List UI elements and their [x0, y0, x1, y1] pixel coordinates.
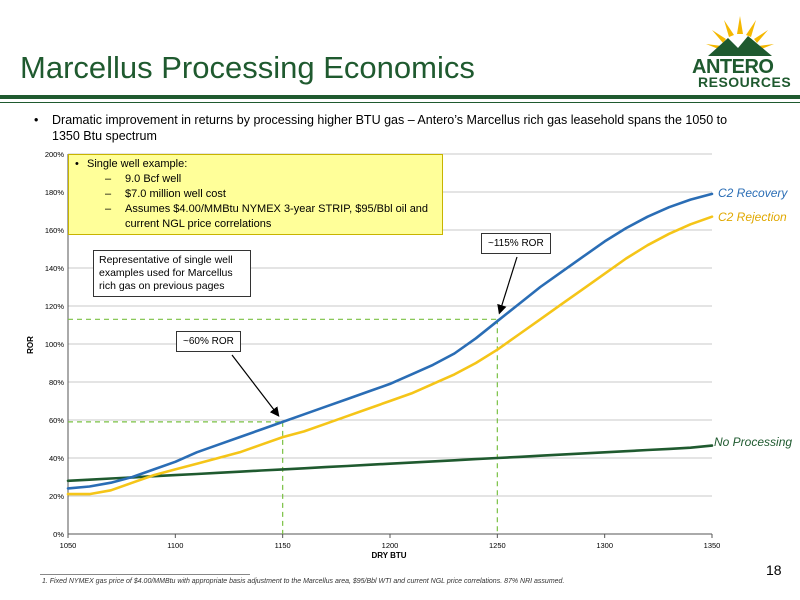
footnote-rule	[40, 574, 250, 575]
callout-head: Single well example:	[75, 157, 436, 172]
series-label-no-processing: No Processing	[714, 435, 793, 449]
summary-text: Dramatic improvement in returns by proce…	[52, 113, 728, 143]
representative-note: Representative of single well examples u…	[93, 250, 251, 297]
y-tick-label: 140%	[45, 264, 65, 273]
x-tick-label: 1350	[704, 541, 721, 550]
x-tick-label: 1050	[60, 541, 77, 550]
x-tick-label: 1200	[382, 541, 399, 550]
arrow-115-ror	[497, 256, 518, 315]
callout-item: $7.0 million well cost	[75, 187, 436, 202]
page-title: Marcellus Processing Economics	[20, 50, 475, 85]
single-well-callout: Single well example: 9.0 Bcf well $7.0 m…	[68, 154, 443, 235]
footnote: 1. Fixed NYMEX gas price of $4.00/MMBtu …	[42, 578, 565, 585]
series-label-c2-rejection: C2 Rejection	[718, 210, 787, 224]
sun-rays-icon	[706, 16, 774, 50]
y-tick-label: 120%	[45, 302, 65, 311]
reference-guides	[68, 318, 498, 534]
bullet-dot: •	[34, 113, 39, 127]
annotation-115-ror: ~115% ROR	[481, 233, 551, 254]
page-number: 18	[766, 562, 782, 578]
y-tick-label: 180%	[45, 188, 65, 197]
x-tick-label: 1300	[596, 541, 613, 550]
series-lines	[66, 192, 714, 496]
x-tick-label: 1150	[275, 541, 291, 550]
x-tick-label: 1100	[167, 541, 183, 550]
logo-name: ANTERO	[692, 56, 774, 78]
annotation-arrows	[231, 256, 518, 417]
y-tick-label: 40%	[49, 454, 64, 463]
annotation-60-ror: ~60% ROR	[176, 331, 241, 352]
mountain-icon	[708, 36, 772, 56]
callout-item: 9.0 Bcf well	[75, 172, 436, 187]
x-tick-label: 1250	[489, 541, 506, 550]
y-tick-label: 160%	[45, 226, 65, 235]
header-rule-thin	[0, 102, 800, 103]
series-label-c2-recovery: C2 Recovery	[718, 186, 788, 200]
series-line-no-processing	[66, 444, 714, 483]
series-line-c2-recovery	[66, 192, 714, 490]
y-axis-label: ROR	[26, 336, 35, 354]
series-line-c2-rejection	[66, 215, 714, 496]
y-tick-label: 60%	[49, 416, 64, 425]
header-rule	[0, 95, 800, 99]
arrow-60-ror	[231, 354, 280, 417]
x-tick-labels: 1050 1100 1150 1200 1250 1300 1350	[60, 541, 721, 550]
y-tick-label: 80%	[49, 378, 64, 387]
antero-logo	[706, 16, 774, 56]
y-tick-label: 20%	[49, 492, 64, 501]
y-tick-label: 100%	[45, 340, 65, 349]
summary-bullet: • Dramatic improvement in returns by pro…	[34, 112, 752, 144]
y-tick-label: 200%	[45, 150, 65, 159]
logo-subtitle: RESOURCES	[698, 74, 792, 90]
y-tick-labels: 0% 20% 40% 60% 80% 100% 120% 140% 160% 180% 200%	[45, 150, 65, 539]
y-tick-label: 0%	[53, 530, 64, 539]
callout-item: Assumes $4.00/MMBtu NYMEX 3-year STRIP, …	[75, 202, 436, 232]
x-axis-label: DRY BTU	[371, 551, 406, 560]
